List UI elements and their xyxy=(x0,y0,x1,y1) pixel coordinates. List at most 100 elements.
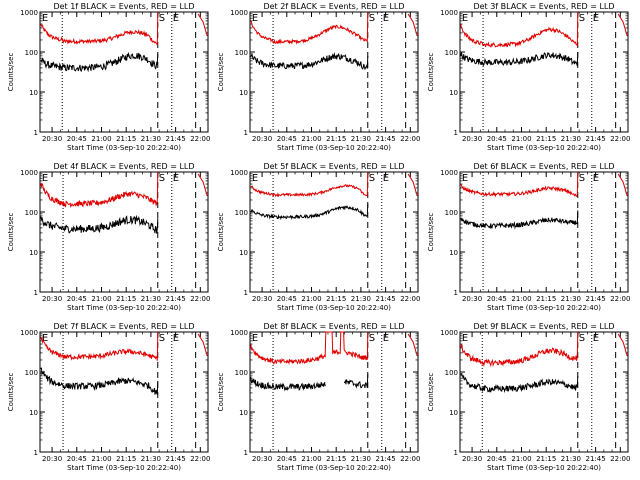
y-tick-label: 10 xyxy=(239,89,248,97)
x-tick-label: 21:30 xyxy=(141,135,161,143)
y-tick-label: 10 xyxy=(29,89,38,97)
x-tick-label: 22:00 xyxy=(190,135,210,143)
plot-frame xyxy=(249,11,419,133)
y-tick-label: 100 xyxy=(25,369,38,377)
x-tick-label: 21:00 xyxy=(301,295,321,303)
x-tick-label: 22:00 xyxy=(610,295,630,303)
y-tick-label: 100 xyxy=(25,209,38,217)
y-axis-label: Counts/sec xyxy=(7,53,15,92)
x-tick-label: 22:00 xyxy=(190,295,210,303)
marker-e-0: E xyxy=(42,173,48,184)
series-lld-red xyxy=(460,11,579,48)
x-tick-label: 21:00 xyxy=(91,135,111,143)
x-axis-label: Start Time (03-Sep-10 20:22:40) xyxy=(67,144,181,152)
x-tick-label: 21:30 xyxy=(561,135,581,143)
panel-title: Det 2f BLACK = Events, RED = LLD xyxy=(263,2,404,11)
panel-title: Det 9f BLACK = Events, RED = LLD xyxy=(473,322,614,331)
marker-s-1: S xyxy=(159,13,165,24)
series-lld-late-segment xyxy=(617,13,628,37)
marker-s-1: S xyxy=(369,333,375,344)
panel-title: Det 8f BLACK = Events, RED = LLD xyxy=(263,322,404,331)
panel-det-2f: Det 2f BLACK = Events, RED = LLD 1 10 100 10… xyxy=(217,2,420,152)
y-tick-label: 1000 xyxy=(230,169,248,177)
y-axis-label: Counts/sec xyxy=(217,53,225,92)
plot-frame xyxy=(459,171,629,293)
y-tick-label: 1 xyxy=(244,289,248,297)
series-events-black xyxy=(460,51,579,67)
marker-e-0: E xyxy=(42,13,48,24)
x-tick-label: 21:45 xyxy=(376,135,396,143)
x-tick-label: 20:30 xyxy=(462,455,482,463)
x-tick-label: 21:15 xyxy=(536,455,556,463)
x-tick-label: 21:15 xyxy=(116,295,136,303)
panel-title: Det 5f BLACK = Events, RED = LLD xyxy=(263,162,404,171)
y-tick-label: 1 xyxy=(34,449,38,457)
panel-title: Det 1f BLACK = Events, RED = LLD xyxy=(53,2,194,11)
x-tick-label: 21:15 xyxy=(326,135,346,143)
y-tick-label: 100 xyxy=(445,369,458,377)
y-tick-label: 10 xyxy=(29,409,38,417)
panel-title: Det 3f BLACK = Events, RED = LLD xyxy=(473,2,614,11)
y-tick-label: 1000 xyxy=(230,9,248,17)
y-tick-label: 10 xyxy=(449,409,458,417)
series-lld-red xyxy=(40,11,159,45)
marker-e-2: E xyxy=(173,333,179,344)
x-tick-label: 21:15 xyxy=(116,455,136,463)
x-axis-label: Start Time (03-Sep-10 20:22:40) xyxy=(67,464,181,472)
series-lld-late-segment xyxy=(197,13,208,37)
marker-e-2: E xyxy=(593,13,599,24)
x-tick-label: 20:45 xyxy=(487,295,507,303)
y-tick-label: 100 xyxy=(445,209,458,217)
marker-s-1: S xyxy=(159,333,165,344)
y-tick-label: 1 xyxy=(454,449,458,457)
x-tick-label: 21:30 xyxy=(141,455,161,463)
x-tick-label: 21:45 xyxy=(166,135,186,143)
y-tick-label: 1 xyxy=(244,129,248,137)
plot-frame xyxy=(249,171,419,293)
y-axis-label: Counts/sec xyxy=(217,373,225,412)
panel-det-4f: Det 4f BLACK = Events, RED = LLD 1 10 100 10… xyxy=(7,162,210,312)
x-tick-label: 21:30 xyxy=(351,295,371,303)
marker-e-0: E xyxy=(252,333,258,344)
marker-e-0: E xyxy=(462,333,468,344)
x-axis-label: Start Time (03-Sep-10 20:22:40) xyxy=(277,144,391,152)
series-lld-red xyxy=(250,11,369,45)
x-tick-label: 21:45 xyxy=(586,135,606,143)
x-tick-label: 21:45 xyxy=(166,455,186,463)
x-tick-label: 20:45 xyxy=(67,455,87,463)
y-axis-label: Counts/sec xyxy=(427,53,435,92)
x-tick-label: 21:00 xyxy=(511,135,531,143)
marker-e-2: E xyxy=(593,333,599,344)
x-tick-label: 20:30 xyxy=(42,455,62,463)
marker-e-2: E xyxy=(173,13,179,24)
x-tick-label: 20:30 xyxy=(462,295,482,303)
marker-e-2: E xyxy=(173,173,179,184)
y-axis-label: Counts/sec xyxy=(7,213,15,252)
x-axis-label: Start Time (03-Sep-10 20:22:40) xyxy=(67,304,181,312)
x-tick-label: 22:00 xyxy=(610,135,630,143)
x-tick-label: 21:00 xyxy=(91,455,111,463)
x-tick-label: 21:45 xyxy=(376,455,396,463)
x-tick-label: 20:30 xyxy=(252,455,272,463)
y-tick-label: 100 xyxy=(235,369,248,377)
x-axis-label: Start Time (03-Sep-10 20:22:40) xyxy=(277,304,391,312)
series-lld-late-segment xyxy=(617,333,628,357)
y-axis-label: Counts/sec xyxy=(217,213,225,252)
x-tick-label: 21:30 xyxy=(351,135,371,143)
x-tick-label: 21:15 xyxy=(116,135,136,143)
x-tick-label: 21:30 xyxy=(561,455,581,463)
y-axis-label: Counts/sec xyxy=(427,213,435,252)
marker-e-0: E xyxy=(462,173,468,184)
x-tick-label: 20:30 xyxy=(42,295,62,303)
x-tick-label: 20:30 xyxy=(42,135,62,143)
x-tick-label: 21:45 xyxy=(586,295,606,303)
series-lld-late-segment xyxy=(407,173,418,197)
y-tick-label: 1 xyxy=(454,289,458,297)
x-axis-label: Start Time (03-Sep-10 20:22:40) xyxy=(487,304,601,312)
x-tick-label: 20:30 xyxy=(252,295,272,303)
marker-s-1: S xyxy=(369,13,375,24)
y-tick-label: 1 xyxy=(34,289,38,297)
series-lld-red xyxy=(40,331,159,361)
x-axis-label: Start Time (03-Sep-10 20:22:40) xyxy=(487,464,601,472)
marker-e-0: E xyxy=(252,173,258,184)
